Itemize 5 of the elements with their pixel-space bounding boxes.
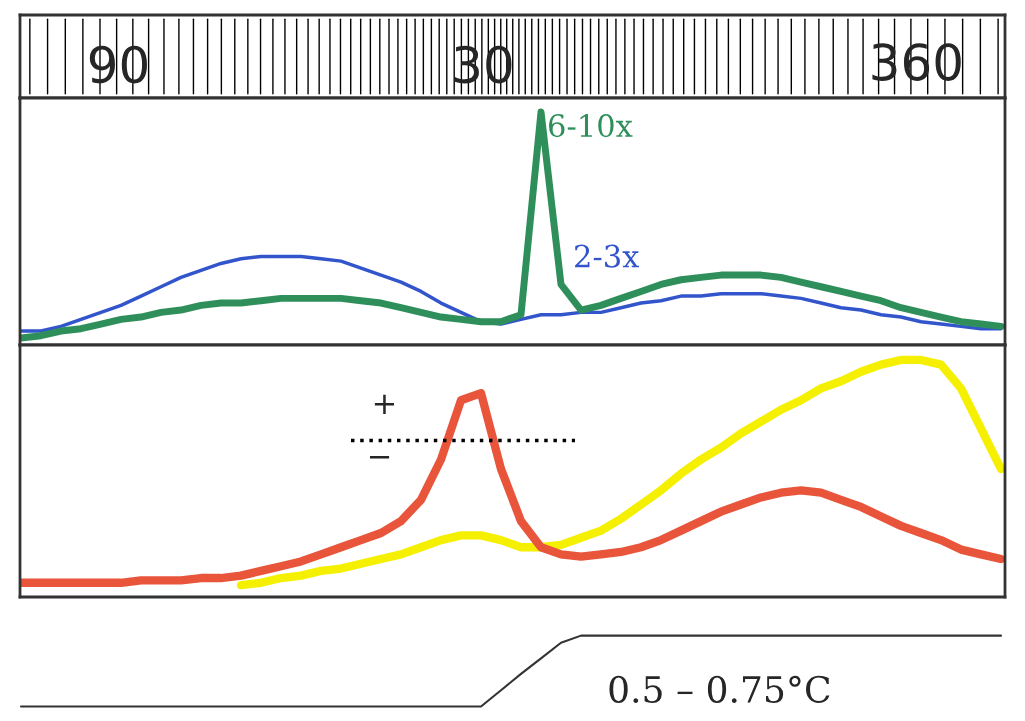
annotation: 0.5 – 0.75°C <box>609 675 830 703</box>
series-label: 6-10x <box>549 114 633 138</box>
series-label: 2-3x <box>575 244 640 268</box>
annotation: + <box>374 394 395 414</box>
annotation: − <box>369 455 390 459</box>
